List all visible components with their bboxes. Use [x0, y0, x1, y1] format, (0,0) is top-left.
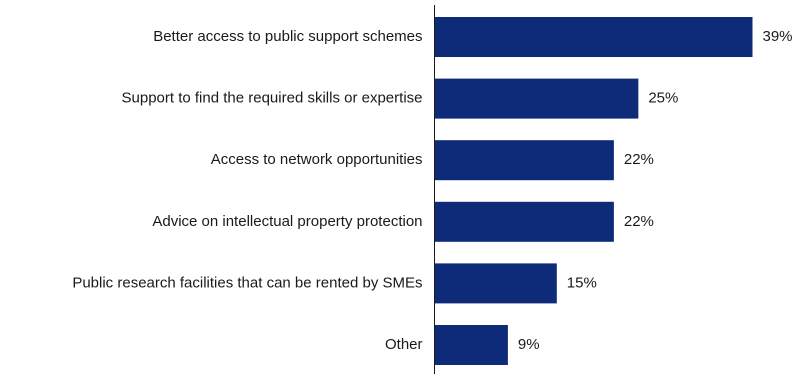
bars-group: [434, 17, 753, 365]
category-label: Support to find the required skills or e…: [122, 90, 423, 107]
category-labels-group: Better access to public support schemes S…: [72, 28, 422, 353]
category-label: Better access to public support schemes: [153, 28, 422, 45]
value-labels-group: 39% 25% 22% 22% 15% 9%: [518, 28, 793, 353]
bar: [434, 78, 639, 119]
category-label: Public research facilities that can be r…: [72, 274, 422, 291]
bar: [434, 263, 557, 304]
category-label: Advice on intellectual property protecti…: [152, 213, 422, 230]
value-label: 15%: [567, 274, 597, 291]
value-label: 22%: [624, 151, 654, 168]
bar: [434, 201, 614, 242]
bar: [434, 325, 508, 365]
value-label: 22%: [624, 213, 654, 230]
bar: [434, 17, 753, 57]
value-label: 39%: [763, 28, 793, 45]
bar: [434, 140, 614, 181]
value-label: 25%: [648, 90, 678, 107]
category-label: Access to network opportunities: [211, 151, 423, 168]
value-label: 9%: [518, 336, 540, 353]
category-label: Other: [385, 336, 423, 353]
